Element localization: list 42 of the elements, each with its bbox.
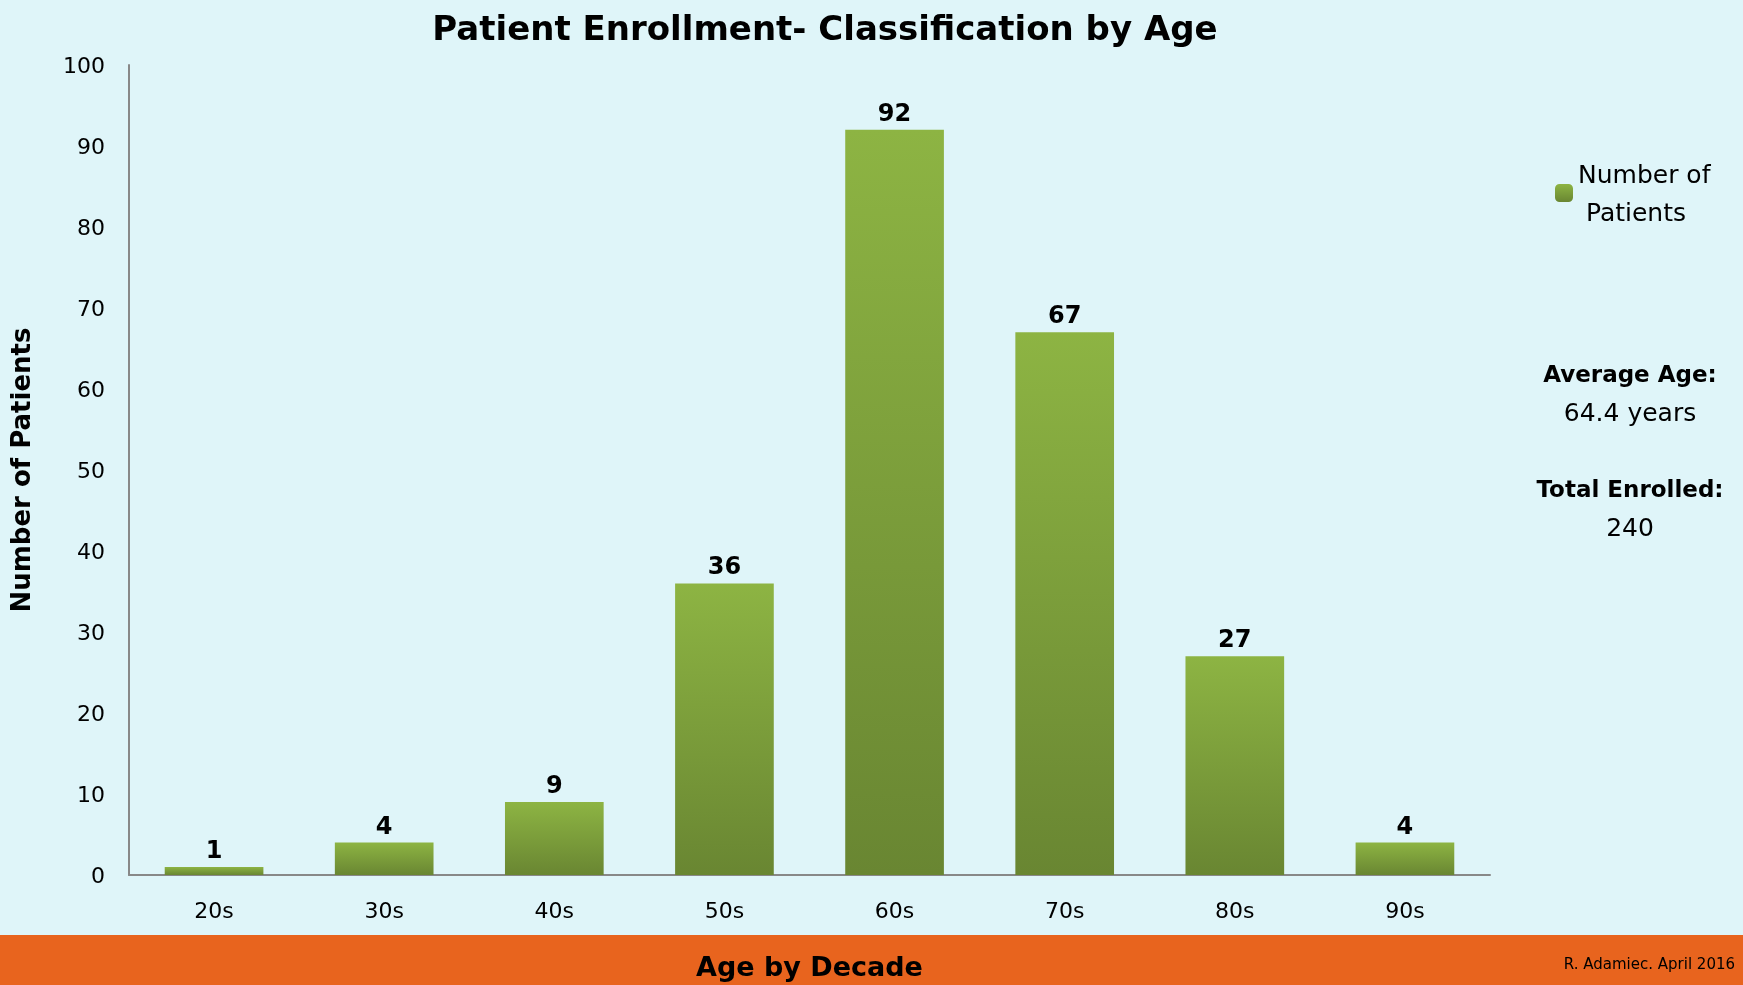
y-tick-label: 100 <box>63 52 105 78</box>
data-label: 67 <box>1047 301 1082 330</box>
x-tick-label: 40s <box>534 897 575 923</box>
text: Total Enrolled: 240 <box>1536 476 1724 542</box>
y-tick-label: 60 <box>77 376 105 402</box>
x-tick-label: 60s <box>874 897 915 923</box>
bar <box>1015 332 1115 875</box>
bar <box>845 129 944 875</box>
y-tick-label: 0 <box>91 862 105 888</box>
y-tick-label: 50 <box>77 457 105 483</box>
data-label: 1 <box>205 835 223 864</box>
data-label: 4 <box>375 811 393 840</box>
y-tick-label: 30 <box>77 619 105 645</box>
bar <box>334 842 434 875</box>
y-axis-title: Number of Patients <box>6 327 36 613</box>
y-tick-label: 20 <box>77 700 105 726</box>
bar <box>1185 656 1285 875</box>
data-label: 27 <box>1218 625 1252 654</box>
bar <box>1355 842 1455 875</box>
x-tick-label: 90s <box>1385 897 1425 923</box>
y-tick-label: 40 <box>77 538 105 564</box>
legend-label: Number of Patients <box>1578 159 1712 227</box>
data-label: 4 <box>1396 811 1414 840</box>
x-tick-label: 20s <box>194 897 234 923</box>
x-axis-title: Age by Decade <box>696 951 923 982</box>
x-tick-label: 30s <box>364 897 404 923</box>
x-tick-label: 50s <box>704 897 745 923</box>
x-tick-label: 70s <box>1044 897 1085 923</box>
data-label: 9 <box>545 771 563 800</box>
bar <box>675 583 774 875</box>
bar <box>164 866 264 875</box>
y-tick-label: 90 <box>77 133 105 159</box>
bar <box>504 802 604 875</box>
y-tick-label: 10 <box>77 781 105 807</box>
text: Average Age: 64.4 years <box>1543 361 1717 427</box>
y-tick-label: 70 <box>77 295 105 321</box>
data-label: 36 <box>707 552 742 581</box>
x-tick-label: 80s <box>1215 897 1255 923</box>
chart-title: Patient Enrollment- Classification by Age <box>432 8 1218 48</box>
data-label: 92 <box>877 98 912 127</box>
y-tick-label: 80 <box>77 214 105 240</box>
text: R. Adamiec. April 2016 <box>1563 955 1735 973</box>
